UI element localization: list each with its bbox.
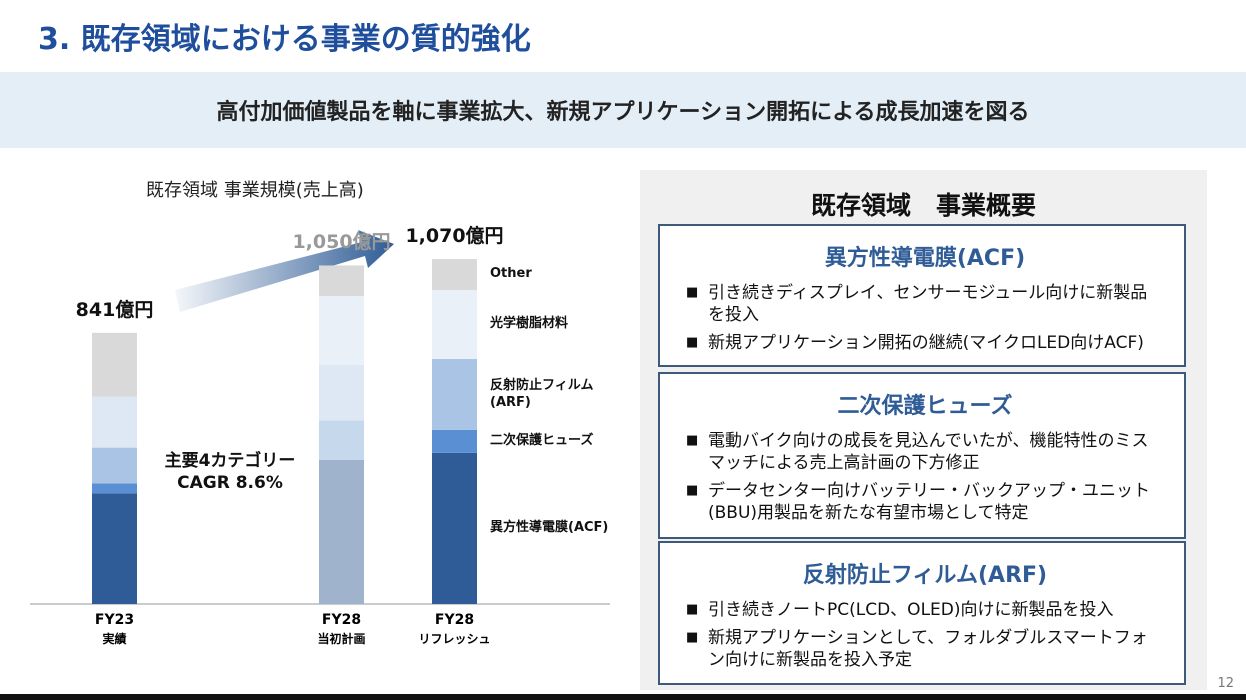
bar-segment (319, 364, 364, 421)
bar-segment (92, 493, 137, 604)
legend-label: Other (490, 266, 532, 282)
bar-segment (92, 483, 137, 494)
section-bullet: 電動バイク向けの成長を見込んでいたが、機能特性のミスマッチによる売上高計画の下方… (686, 430, 1164, 474)
bar-segment (92, 396, 137, 448)
annotation: 主要4カテゴリー CAGR 8.6% (164, 451, 296, 493)
overview-section: 二次保護ヒューズ電動バイク向けの成長を見込んでいたが、機能特性のミスマッチによる… (658, 372, 1186, 539)
bar-segment (319, 459, 364, 604)
bar-segment (319, 296, 364, 365)
bar-segment (319, 265, 364, 297)
section-heading: 異方性導電膜(ACF) (824, 246, 1026, 271)
legend-label: 光学樹脂材料 (490, 316, 569, 332)
bar-segment (92, 447, 137, 484)
bar-segment (432, 259, 477, 290)
category-label: FY28 (321, 612, 362, 628)
section-heading: 二次保護ヒューズ (837, 394, 1013, 419)
overview-section: 反射防止フィルム(ARF) 引き続きノートPC(LCD、OLED)向けに新製品を投… (658, 541, 1186, 685)
category-label: FY23 (94, 612, 135, 628)
growth-arrow (175, 230, 394, 312)
bar-segment (432, 452, 477, 604)
chart-title: 既存領域 事業規模(売上高) (146, 180, 364, 201)
category-sublabel: 当初計画 (317, 632, 366, 646)
category-sublabel: 実績 (102, 632, 127, 646)
section-heading: 反射防止フィルム(ARF) (802, 563, 1048, 588)
section-bullet: 新規アプリケーションとして、フォルダブルスマートフォン向けに新製品を投入予定 (686, 627, 1164, 671)
overview-title: 既存領域 事業概要 (810, 191, 1036, 220)
slide-title: 3. 既存領域における事業の質的強化 (38, 22, 531, 57)
bar-segment (92, 332, 137, 397)
bar-segment (432, 429, 477, 453)
section-bullet: 新規アプリケーション開拓の継続(マイクロLED向けACF) (686, 332, 1164, 354)
legend-label: 異方性導電膜(ACF) (490, 520, 609, 536)
total-label: 841億円 (75, 298, 154, 321)
chart-svg (30, 230, 610, 605)
section-bullet: 引き続きノートPC(LCD、OLED)向けに新製品を投入 (686, 599, 1164, 621)
bar-segment (432, 289, 477, 359)
chart: 既存領域 事業規模(売上高) FY23 実績 841億円 FY28 当初計画 1,050億… (0, 160, 640, 690)
section-bullet: 引き続きディスプレイ、センサーモジュール向けに新製品を投入 (686, 282, 1164, 326)
page-number: 12 (1217, 676, 1234, 691)
bar-segment (432, 358, 477, 430)
total-label: 1,070億円 (405, 225, 504, 247)
total-label: 1,050億円 (292, 231, 391, 254)
legend-label: 反射防止フィルム (ARF) (490, 378, 594, 411)
legend-label: 二次保護ヒューズ (490, 433, 594, 449)
category-sublabel: リフレッシュ (418, 632, 491, 646)
bar-segment (319, 420, 364, 460)
overview-section: 異方性導電膜(ACF) 引き続きディスプレイ、センサーモジュール向けに新製品を投入… (658, 224, 1186, 367)
category-label: FY28 (434, 612, 475, 628)
banner: 高付加価値製品を軸に事業拡大、新規アプリケーション開拓による成長加速を図る (0, 72, 1246, 148)
section-bullet: データセンター向けバッテリー・バックアップ・ユニット(BBU)用製品を新たな有望… (686, 480, 1164, 524)
footer-line (0, 694, 1246, 700)
